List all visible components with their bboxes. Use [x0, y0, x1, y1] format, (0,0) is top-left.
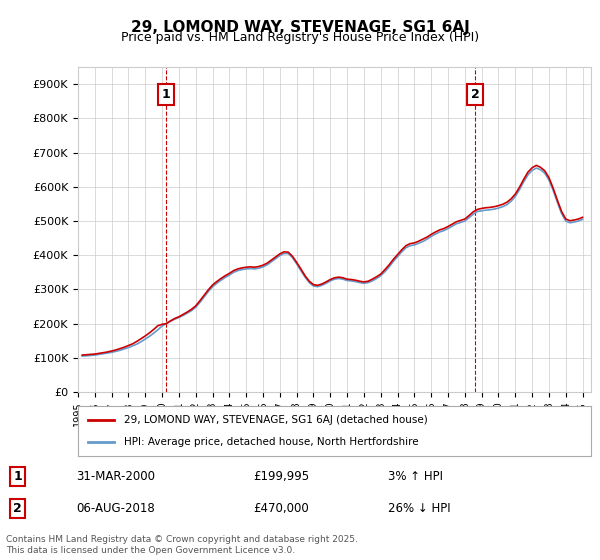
Text: This data is licensed under the Open Government Licence v3.0.: This data is licensed under the Open Gov… [6, 546, 295, 555]
Text: 2: 2 [470, 88, 479, 101]
Text: 1: 1 [13, 470, 22, 483]
Text: 26% ↓ HPI: 26% ↓ HPI [388, 502, 451, 515]
Text: £199,995: £199,995 [253, 470, 309, 483]
Text: 06-AUG-2018: 06-AUG-2018 [77, 502, 155, 515]
Text: 1: 1 [162, 88, 170, 101]
Text: 3% ↑ HPI: 3% ↑ HPI [388, 470, 443, 483]
Text: 2: 2 [13, 502, 22, 515]
Text: 31-MAR-2000: 31-MAR-2000 [77, 470, 155, 483]
Text: HPI: Average price, detached house, North Hertfordshire: HPI: Average price, detached house, Nort… [124, 437, 419, 447]
Text: 29, LOMOND WAY, STEVENAGE, SG1 6AJ: 29, LOMOND WAY, STEVENAGE, SG1 6AJ [131, 20, 469, 35]
Text: Price paid vs. HM Land Registry's House Price Index (HPI): Price paid vs. HM Land Registry's House … [121, 31, 479, 44]
Text: 29, LOMOND WAY, STEVENAGE, SG1 6AJ (detached house): 29, LOMOND WAY, STEVENAGE, SG1 6AJ (deta… [124, 415, 428, 425]
Text: Contains HM Land Registry data © Crown copyright and database right 2025.: Contains HM Land Registry data © Crown c… [6, 535, 358, 544]
Text: £470,000: £470,000 [253, 502, 309, 515]
